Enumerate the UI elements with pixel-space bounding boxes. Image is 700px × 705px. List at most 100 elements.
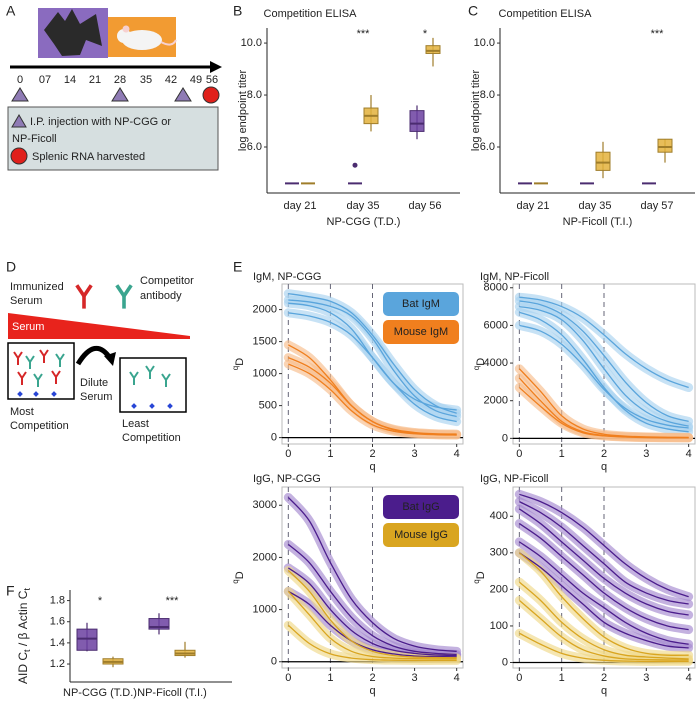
y-tick-label: 8.0 <box>247 89 262 101</box>
legend-box <box>383 523 459 547</box>
y-axis-label-main: D <box>234 358 246 366</box>
curve <box>287 590 457 660</box>
x-tick-label: 0 <box>285 448 291 460</box>
y-axis-label: AID Ct / β Actin Ct <box>16 588 32 684</box>
x-axis-label: NP-CGG (T.D.) <box>327 216 401 228</box>
panel-label: E <box>233 259 242 275</box>
chart-title: IgM, NP-CGG <box>253 271 321 283</box>
curve <box>518 552 689 649</box>
x-tick-label: day 21 <box>516 200 549 212</box>
legend-label: Mouse IgM <box>394 326 448 338</box>
curve <box>288 292 457 414</box>
timeline-art <box>7 8 222 171</box>
diagram-text: Serum <box>12 321 44 333</box>
curve <box>518 508 689 616</box>
y-axis-label-sup: q <box>472 579 481 583</box>
y-axis-label-sup: q <box>472 366 481 370</box>
timeline-tick: 0 <box>17 74 23 86</box>
timeline-tick: 14 <box>64 74 76 86</box>
box <box>409 110 425 132</box>
curve <box>519 296 689 389</box>
timeline-tick: 21 <box>89 74 101 86</box>
x-tick-label: 3 <box>643 448 649 460</box>
y-axis-label-sup: q <box>231 366 240 370</box>
x-tick-label: 0 <box>516 448 522 460</box>
legend-box <box>383 495 459 519</box>
timeline-tick: 35 <box>140 74 152 86</box>
curve <box>287 569 457 659</box>
x-axis-label: q <box>601 685 607 697</box>
y-tick-label: 1000 <box>253 603 277 615</box>
y-axis-label: qD <box>472 571 487 583</box>
curve <box>519 493 689 598</box>
x-tick-label: 4 <box>686 672 692 684</box>
y-tick-label: 1500 <box>253 336 277 348</box>
y-axis-label: qD <box>231 571 246 583</box>
significance: *** <box>357 28 371 40</box>
curve <box>519 300 689 423</box>
y-tick-label: 8000 <box>484 282 508 294</box>
curve <box>518 581 689 660</box>
diagram-text: Immunized <box>10 281 64 293</box>
y-tick-label: 2000 <box>484 395 508 407</box>
y-tick-label: 200 <box>490 583 508 595</box>
curves <box>514 489 694 666</box>
box <box>76 628 98 651</box>
y-tick-label: 0 <box>271 656 277 668</box>
x-tick-label: 2 <box>601 672 607 684</box>
box <box>148 618 170 630</box>
diagram-text: Serum <box>80 391 112 403</box>
significance: *** <box>651 28 665 40</box>
timeline-tick: 28 <box>114 74 126 86</box>
panel-label: A <box>6 3 16 19</box>
curve <box>518 541 689 645</box>
y-tick-label: 1.4 <box>50 637 65 649</box>
y-tick-label: 4000 <box>484 357 508 369</box>
y-axis-label: log endpoint titer <box>470 70 482 152</box>
y-axis-label-part: t <box>22 588 32 591</box>
chart-title: IgG, NP-Ficoll <box>480 473 548 485</box>
legend-label: Bat IgG <box>402 501 439 513</box>
y-tick-label: 1000 <box>253 368 277 380</box>
legend-label: Bat IgM <box>402 298 440 310</box>
diagram-text: Least <box>122 418 149 430</box>
x-axis-label: q <box>369 461 375 473</box>
y-axis-label-part: / β Actin C <box>16 590 30 649</box>
x-tick-label: 4 <box>686 448 692 460</box>
curves <box>514 292 694 443</box>
legend-text: I.P. injection with NP-CGG or <box>30 116 171 128</box>
chart-title: IgG, NP-CGG <box>253 473 321 485</box>
y-tick-label: 6000 <box>484 319 508 331</box>
y-tick-label: 6.0 <box>480 141 495 153</box>
curve <box>518 523 689 631</box>
x-tick-label: 0 <box>516 672 522 684</box>
y-axis-label-sup: q <box>231 579 240 583</box>
y-axis-label-main: D <box>234 571 246 579</box>
y-tick-label: 1.6 <box>50 616 65 628</box>
diagram-text: antibody <box>140 290 182 302</box>
chart-title: IgM, NP-Ficoll <box>480 271 549 283</box>
x-tick-label: 3 <box>412 448 418 460</box>
y-tick-label: 1.2 <box>50 658 65 670</box>
diagram-art <box>7 283 190 413</box>
curve <box>518 599 689 661</box>
x-tick-label: 2 <box>369 448 375 460</box>
box <box>595 151 611 171</box>
x-tick-label: NP-CGG (T.D.) <box>63 687 137 699</box>
diagram-text: Competitor <box>140 275 194 287</box>
diagram-text: Most <box>10 406 34 418</box>
significance: * <box>423 28 428 40</box>
curve <box>519 632 689 663</box>
x-tick-label: 1 <box>327 672 333 684</box>
diagram-text: Competition <box>122 432 181 444</box>
y-tick-label: 1.8 <box>50 594 65 606</box>
x-tick-label: 2 <box>369 672 375 684</box>
x-tick-label: NP-Ficoll (T.I.) <box>137 687 207 699</box>
x-tick-label: day 57 <box>640 200 673 212</box>
legend-text: NP-Ficoll <box>12 133 57 145</box>
y-tick-label: 300 <box>490 547 508 559</box>
x-tick-label: 4 <box>454 448 460 460</box>
y-tick-label: 500 <box>259 400 277 412</box>
curve <box>287 543 457 656</box>
x-tick-label: day 35 <box>346 200 379 212</box>
